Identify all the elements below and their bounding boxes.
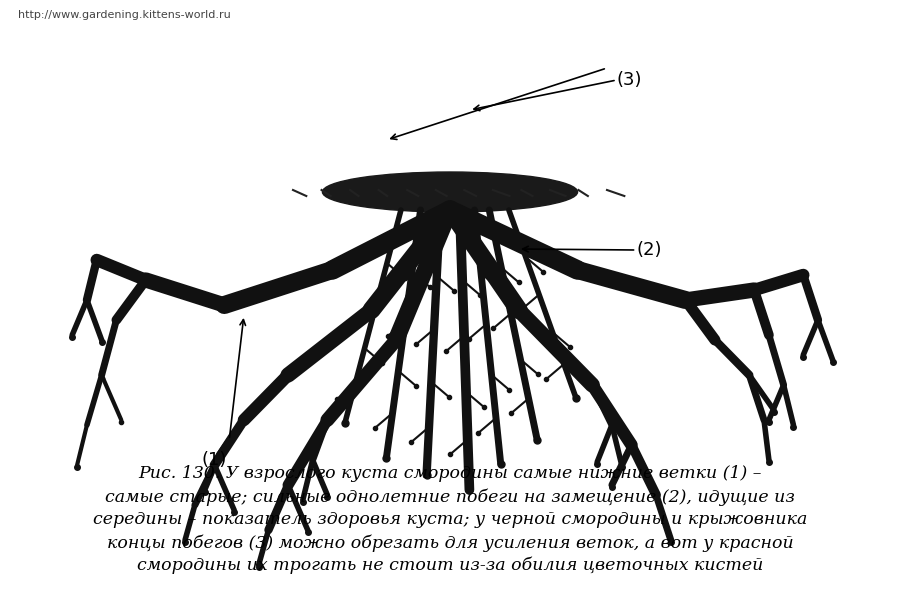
Ellipse shape [322, 172, 578, 212]
Text: самые старые; сильные однолетние побеги на замещение (2), идущие из: самые старые; сильные однолетние побеги … [105, 488, 795, 505]
Text: (3): (3) [616, 71, 643, 89]
Text: Рис. 130. У взрослого куста смородины самые нижние ветки (1) –: Рис. 130. У взрослого куста смородины са… [139, 465, 761, 482]
Text: (1): (1) [202, 451, 227, 469]
Text: http://www.gardening.kittens-world.ru: http://www.gardening.kittens-world.ru [18, 10, 231, 20]
Text: середины – показатель здоровья куста; у черной смородины и крыжовника: середины – показатель здоровья куста; у … [93, 511, 807, 528]
Text: смородины их трогать не стоит из-за обилия цветочных кистей: смородины их трогать не стоит из-за обил… [137, 557, 763, 575]
Text: концы побегов (3) можно обрезать для усиления веток, а вот у красной: концы побегов (3) можно обрезать для уси… [106, 534, 794, 551]
Text: (2): (2) [636, 241, 662, 259]
